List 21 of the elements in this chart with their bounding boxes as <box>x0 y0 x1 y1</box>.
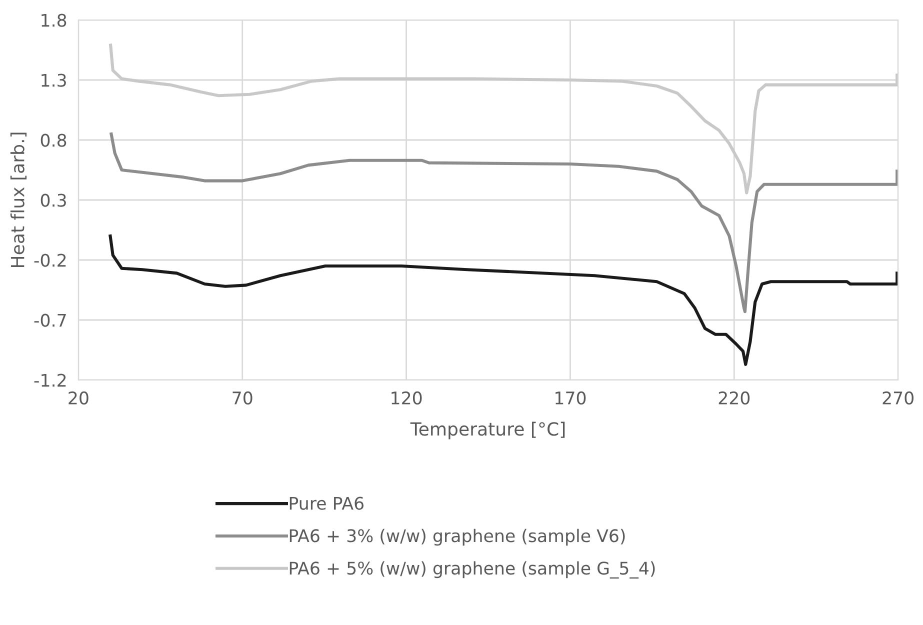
y-tick-label: 0.3 <box>40 194 66 207</box>
y-tick-label: 0.8 <box>40 134 66 147</box>
x-tick-label: 270 <box>882 391 914 405</box>
legend-label: PA6 + 3% (w/w) graphene (sample V6) <box>290 528 625 546</box>
x-tick-label: 20 <box>68 391 88 405</box>
line-series <box>109 44 898 194</box>
x-tick-label: 220 <box>718 391 750 405</box>
x-tick-label: 170 <box>556 391 586 405</box>
line-series <box>110 132 898 314</box>
line-series <box>108 234 898 366</box>
x-tick-label: 120 <box>392 391 422 405</box>
legend-label: Pure PA6 <box>290 496 364 510</box>
x-tick-label: 70 <box>232 391 252 405</box>
y-tick-label: 1.3 <box>42 74 66 87</box>
y-tick-label: -0.2 <box>34 254 66 267</box>
y-tick-label: 1.8 <box>42 14 66 27</box>
y-axis-title: Heat flux [arb.] <box>10 132 27 268</box>
x-axis-title: Temperature [°C] <box>410 422 565 440</box>
y-tick-label: -1.2 <box>34 374 66 387</box>
y-tick-label: -0.7 <box>34 314 66 327</box>
legend-label: PA6 + 5% (w/w) graphene (sample G_5_4) <box>290 561 655 579</box>
